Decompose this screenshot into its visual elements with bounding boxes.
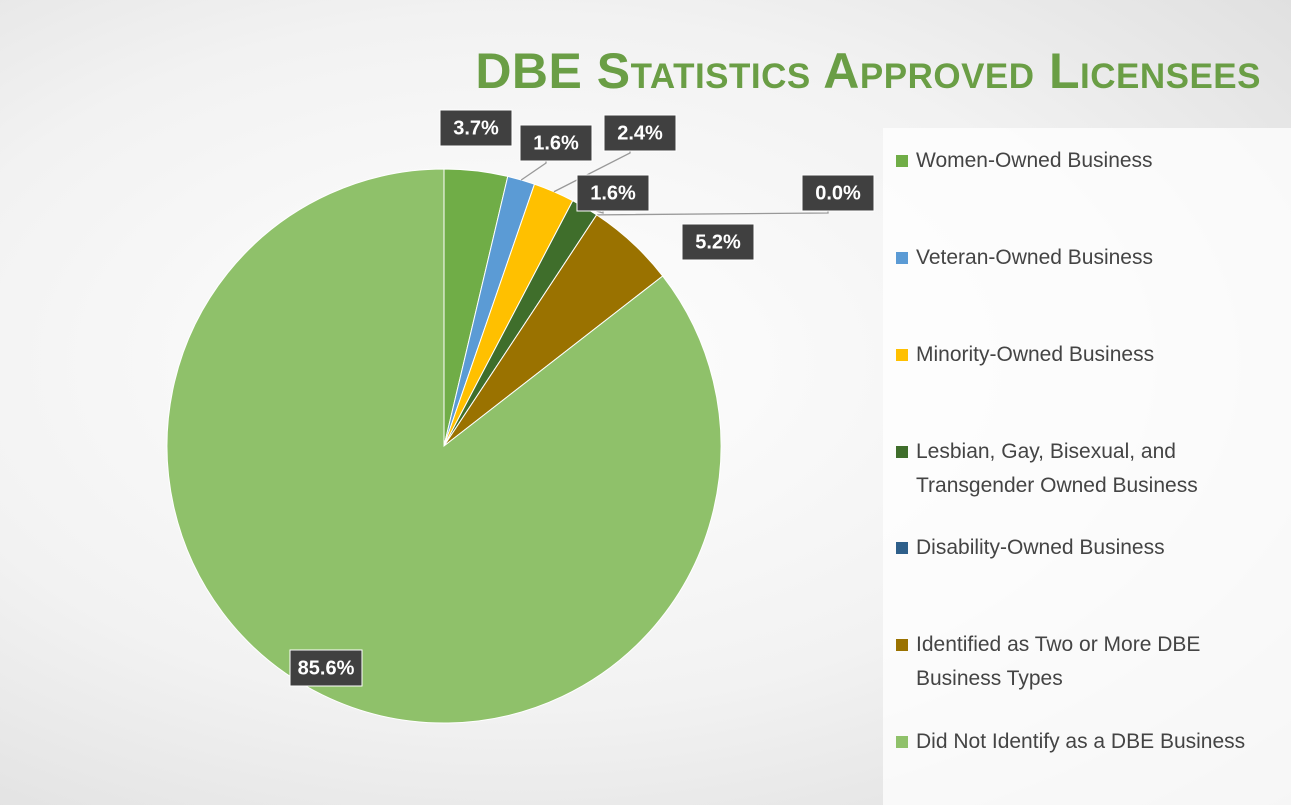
data-label: 0.0% <box>801 174 875 212</box>
data-label-box <box>439 109 513 147</box>
data-label-text: 2.4% <box>617 122 663 144</box>
data-label-box <box>519 124 593 162</box>
pie-slice <box>166 168 722 724</box>
data-label-text: 3.7% <box>453 117 499 139</box>
legend-swatch <box>896 736 908 748</box>
legend-item: Lesbian, Gay, Bisexual, and Transgender … <box>896 435 1256 503</box>
legend-item: Veteran-Owned Business <box>896 241 1256 275</box>
legend-item: Identified as Two or More DBE Business T… <box>896 628 1256 696</box>
legend-label: Women-Owned Business <box>916 149 1153 172</box>
legend-item: Disability-Owned Business <box>896 531 1256 565</box>
legend-label: Veteran-Owned Business <box>916 246 1153 269</box>
data-label-text: 0.0% <box>815 182 861 204</box>
legend-swatch <box>896 542 908 554</box>
data-label: 1.6% <box>576 174 650 212</box>
legend-label: Disability-Owned Business <box>916 536 1165 559</box>
data-label-text: 1.6% <box>590 182 636 204</box>
legend-item: Women-Owned Business <box>896 144 1256 178</box>
legend-swatch <box>896 155 908 167</box>
data-label-text: 5.2% <box>695 231 741 253</box>
legend-swatch <box>896 446 908 458</box>
data-label-text: 1.6% <box>533 132 579 154</box>
legend-label: Did Not Identify as a DBE Business <box>916 730 1246 753</box>
data-label: 3.7% <box>439 109 513 147</box>
data-label-text: 85.6% <box>298 657 355 679</box>
legend: Women-Owned Business Veteran-Owned Busine… <box>883 128 1291 805</box>
data-label: 2.4% <box>603 114 677 152</box>
data-label-box <box>576 174 650 212</box>
legend-label: Identified as Two or More DBE Business T… <box>916 633 1201 690</box>
data-label: 85.6% <box>289 649 363 687</box>
data-label-box <box>289 649 363 687</box>
legend-item: Minority-Owned Business <box>896 338 1256 372</box>
legend-swatch <box>896 639 908 651</box>
data-label-box <box>801 174 875 212</box>
data-label: 1.6% <box>519 124 593 162</box>
legend-label: Minority-Owned Business <box>916 343 1155 366</box>
data-label: 5.2% <box>681 223 755 261</box>
legend-label: Lesbian, Gay, Bisexual, and Transgender … <box>916 440 1198 497</box>
chart-title: DBE Statistics Approved Licensees <box>475 43 1261 99</box>
data-label-box <box>603 114 677 152</box>
legend-swatch <box>896 349 908 361</box>
legend-swatch <box>896 252 908 264</box>
legend-item: Did Not Identify as a DBE Business <box>896 725 1256 759</box>
data-label-box <box>681 223 755 261</box>
